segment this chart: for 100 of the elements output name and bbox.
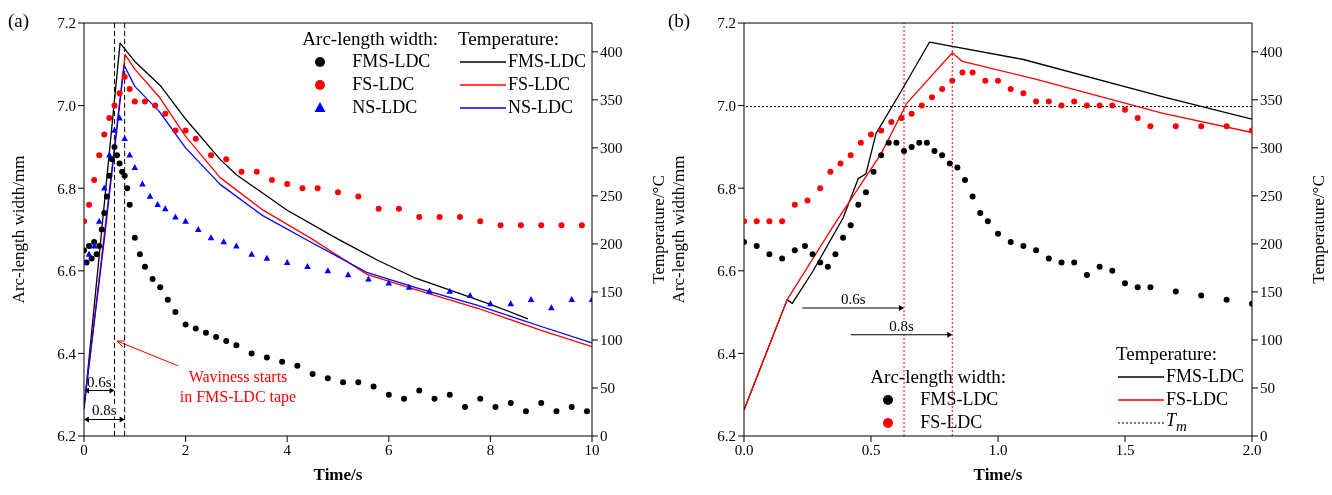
x-tick-label: 4 xyxy=(283,441,292,458)
point xyxy=(344,271,352,278)
y-tick-label: 6.8 xyxy=(717,180,736,197)
point xyxy=(121,73,128,80)
point xyxy=(96,243,103,250)
point xyxy=(248,250,255,257)
point xyxy=(1147,284,1154,291)
point xyxy=(522,408,529,415)
y2-tick-label: 350 xyxy=(600,92,623,109)
point xyxy=(149,276,156,283)
point xyxy=(477,218,484,225)
point xyxy=(141,98,148,105)
ref-line-label: 0.6s xyxy=(86,373,112,390)
point xyxy=(95,217,103,224)
point xyxy=(370,383,377,390)
y-tick-label: 6.2 xyxy=(57,428,76,445)
point xyxy=(809,251,816,258)
point xyxy=(1147,123,1154,130)
y2-tick-label: 250 xyxy=(600,188,623,205)
point xyxy=(1083,271,1090,278)
point xyxy=(182,127,189,134)
point xyxy=(385,279,393,286)
point xyxy=(961,176,968,183)
point xyxy=(939,152,946,159)
point xyxy=(324,267,332,274)
x-axis-title: Time/s xyxy=(313,465,363,484)
point xyxy=(923,139,930,146)
y-axis-title: Arc-length width/mm xyxy=(669,155,689,304)
y2-tick-label: 100 xyxy=(1260,332,1283,349)
point xyxy=(517,222,524,229)
y2-tick-label: 100 xyxy=(600,332,623,349)
point xyxy=(207,234,215,241)
point xyxy=(1223,296,1230,303)
point xyxy=(136,251,143,258)
point xyxy=(314,185,321,192)
point xyxy=(157,284,164,291)
point xyxy=(106,151,113,158)
point xyxy=(1045,98,1052,105)
point xyxy=(111,126,118,133)
point xyxy=(162,110,169,117)
point xyxy=(431,395,438,402)
point xyxy=(1045,255,1052,262)
point xyxy=(817,185,824,192)
x-tick-label: 6 xyxy=(385,441,394,458)
point xyxy=(116,160,123,167)
ref-line-label: 0.8s xyxy=(889,317,914,334)
point xyxy=(791,247,798,254)
point xyxy=(1172,123,1179,130)
y2-tick-label: 50 xyxy=(1260,380,1275,397)
point xyxy=(857,139,864,146)
y-tick-label: 7.2 xyxy=(57,15,76,32)
point xyxy=(164,296,171,303)
y2-tick-label: 150 xyxy=(1260,284,1283,301)
point xyxy=(477,395,484,402)
point xyxy=(959,69,966,76)
point xyxy=(1109,267,1116,274)
ref-line-label: 0.6s xyxy=(840,290,866,307)
point xyxy=(263,254,271,261)
y-axis-title: Arc-length width/mm xyxy=(9,155,29,304)
legend-label: FMS-LDC xyxy=(507,51,586,72)
point xyxy=(1134,284,1141,291)
point xyxy=(583,408,590,415)
point xyxy=(982,77,989,84)
legend-label: FS-LDC xyxy=(352,74,415,95)
point xyxy=(898,114,905,121)
point xyxy=(172,309,179,316)
legend-label: FS-LDC xyxy=(1165,389,1228,410)
point xyxy=(91,176,98,183)
y-tick-label: 6.2 xyxy=(717,428,736,445)
point xyxy=(85,250,93,257)
point xyxy=(106,114,113,121)
y-tick-label: 6.6 xyxy=(717,263,737,280)
point xyxy=(862,189,869,196)
point xyxy=(131,234,138,241)
point xyxy=(114,152,121,159)
point xyxy=(1223,123,1230,130)
point xyxy=(192,135,199,142)
point xyxy=(395,205,402,212)
point xyxy=(1134,114,1141,121)
point xyxy=(263,354,270,361)
y-tick-label: 6.8 xyxy=(57,180,76,197)
point xyxy=(827,168,834,175)
point xyxy=(507,399,514,406)
point xyxy=(916,139,923,146)
chart-title: (a) xyxy=(8,10,30,32)
x-tick-label: 0.5 xyxy=(861,441,881,458)
point xyxy=(141,263,148,270)
x-axis-title: Time/s xyxy=(973,465,1023,484)
y2-axis-title: Temperature/°C xyxy=(649,175,669,284)
point xyxy=(931,148,938,155)
point xyxy=(436,214,443,221)
ref-line-label: 0.8s xyxy=(92,402,117,419)
legend-label: FMS-LDC xyxy=(1165,366,1244,387)
point xyxy=(124,185,131,192)
point xyxy=(309,371,316,378)
annotation: Temperature: xyxy=(457,28,560,50)
y2-tick-label: 300 xyxy=(600,140,623,157)
point xyxy=(223,156,230,163)
point xyxy=(804,197,811,204)
point xyxy=(928,94,935,101)
